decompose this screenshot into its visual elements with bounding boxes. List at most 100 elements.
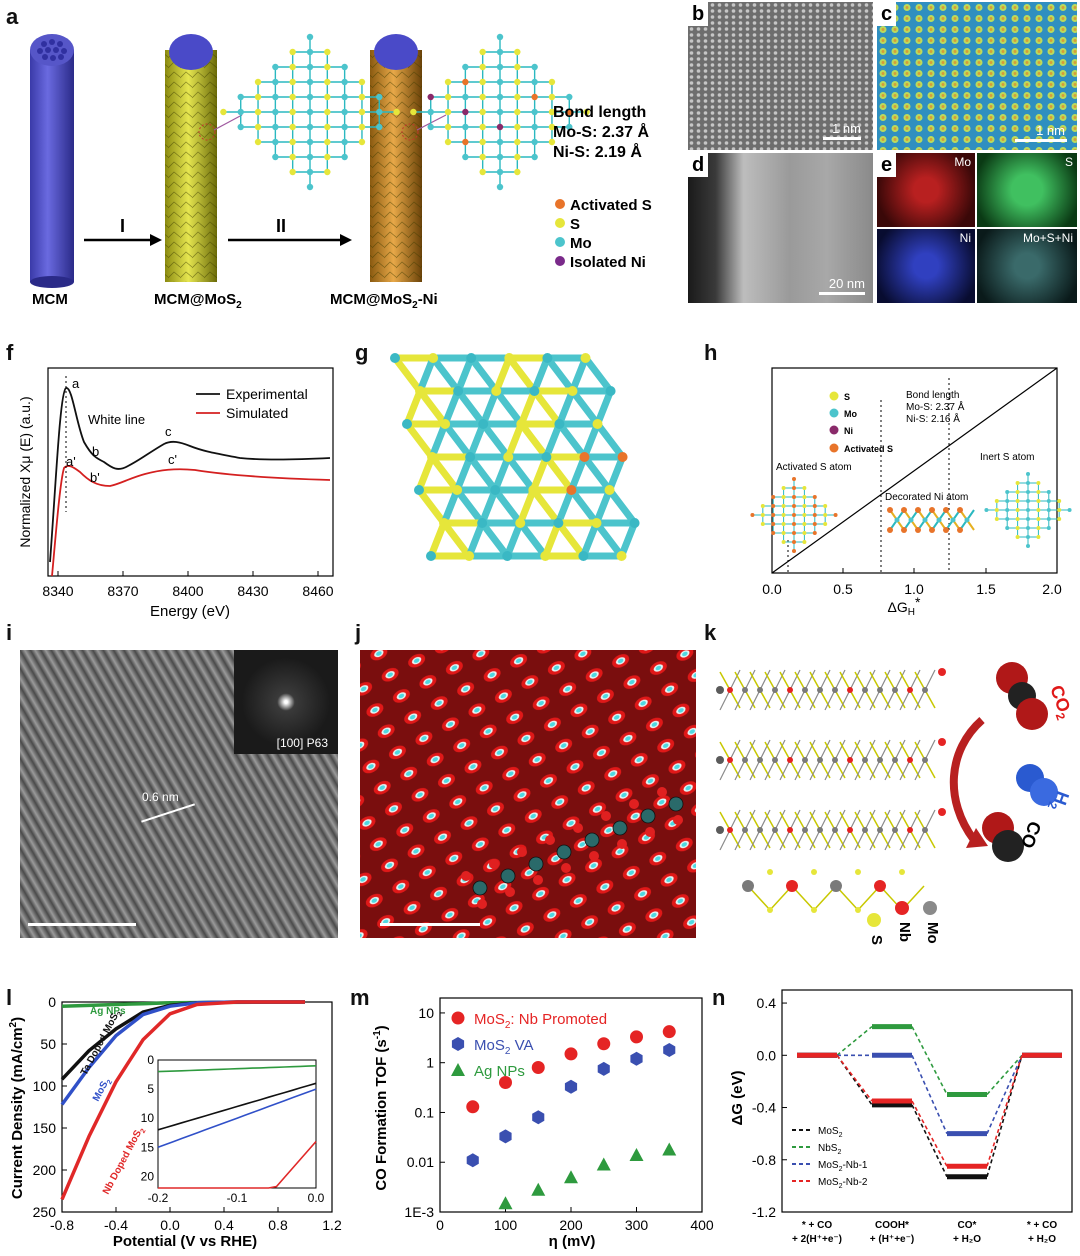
panel-d-stem-image: d 20 nm — [688, 153, 873, 303]
panel-a-legend: Activated S S Mo Isolated Ni — [555, 197, 652, 271]
n-legend-label-2: MoS2-Nb-1 — [818, 1160, 868, 1173]
l-ylabel: Current Density (mA/cm2) — [8, 1017, 26, 1199]
l-inset-series-line-1 — [157, 1082, 317, 1131]
n-connector-1-0 — [836, 1025, 873, 1056]
panel-label-j: j — [355, 620, 362, 645]
panel-b-hrtem-image: b 1 nm — [688, 2, 873, 150]
f-x-ticks — [57, 571, 319, 576]
m-ytick-label: 10 — [418, 1005, 434, 1021]
n-step-label-0: * + CO — [802, 1220, 833, 1231]
step-2-label: II — [276, 216, 286, 236]
panel-k-layer-structure: S Nb Mo CO2 H2 CO — [716, 662, 1074, 945]
panel-label-f: f — [6, 340, 14, 365]
h-diagonal-line — [771, 367, 1058, 574]
scale-bar-c — [1015, 139, 1067, 142]
mos2-lattice-diagram — [220, 33, 400, 191]
n-ytick-label: 0.0 — [757, 1047, 777, 1063]
m-point-2-2 — [564, 1170, 578, 1184]
h-bond-title: Bond length — [906, 390, 959, 401]
legend-dot-activated-s — [555, 199, 565, 209]
m-point-0-0 — [466, 1100, 480, 1114]
panel-label-c: c — [877, 2, 897, 26]
m-point-1-2 — [532, 1110, 545, 1125]
bond-mo-s: Mo-S: 2.37 Å — [553, 122, 649, 141]
l-xtick-label: -0.4 — [104, 1217, 128, 1233]
m-ytick-label: 0.01 — [407, 1154, 434, 1170]
m-point-legend-2 — [451, 1063, 465, 1076]
scale-bar-d — [819, 292, 865, 295]
panel-h-free-energy-plot: 0.0 0.5 1.0 1.5 2.0 ΔGH* S Mo Ni Activat… — [750, 367, 1072, 618]
h-annot-activated: Activated S atom — [776, 462, 852, 473]
panel-i-hrtem-image: [100] P63 0.6 nm — [20, 650, 338, 938]
l-inset-ytick-label: 0 — [147, 1053, 154, 1067]
l-ytick-label: 150 — [33, 1120, 57, 1136]
f-experimental-curve — [49, 387, 331, 563]
caption-mcm-mos2: MCM@MoS2 — [154, 291, 242, 311]
panel-label-g: g — [355, 340, 369, 365]
eds-label-s: S — [1064, 155, 1073, 169]
f-tick-8340: 8340 — [42, 583, 73, 599]
f-simulated-curve — [51, 465, 331, 577]
m-point-2-0 — [498, 1196, 513, 1210]
co-molecule — [982, 812, 1024, 862]
lattice-spacing-line — [141, 803, 195, 823]
eds-map-s: S — [977, 153, 1077, 227]
l-inset-frame — [157, 1059, 317, 1189]
m-point-0-4 — [597, 1037, 611, 1051]
l-inset-xtick-label: 0.0 — [308, 1191, 325, 1205]
legend-dot-isolated-ni — [555, 256, 565, 266]
eds-label-ni: Ni — [959, 231, 971, 245]
n-connector-1-2 — [986, 1054, 1023, 1096]
eds-label-mo: Mo — [954, 155, 971, 169]
co2-molecule — [996, 662, 1048, 730]
m-point-legend-1 — [451, 1037, 465, 1051]
n-connector-3-0 — [836, 1054, 873, 1102]
m-xtick-label: 300 — [625, 1217, 649, 1233]
h-tick-05: 0.5 — [833, 581, 853, 597]
scale-bar-j — [380, 923, 480, 926]
caption-mcm-mos2-ni: MCM@MoS2-Ni — [330, 291, 438, 311]
m-point-2-1 — [531, 1182, 546, 1196]
eds-label-overlay: Mo+S+Ni — [1022, 231, 1073, 245]
l-xtick-label: 0.0 — [160, 1217, 180, 1233]
h-legend-s: S — [844, 392, 850, 402]
m-xtick-label: 200 — [559, 1217, 583, 1233]
h-x-ticks — [771, 568, 1058, 573]
l-xtick-label: 0.4 — [214, 1217, 234, 1233]
h-annot-decorated: Decorated Ni atom — [885, 492, 968, 503]
h-decorated-structure — [887, 507, 975, 533]
h-legend-dot-activated-s — [829, 443, 839, 453]
m-xtick-label: 400 — [690, 1217, 714, 1233]
h-legend-activated-s: Activated S — [844, 444, 893, 454]
m-xlabel: η (mV) — [549, 1233, 596, 1250]
l-xtick-label: 0.8 — [268, 1217, 288, 1233]
m-legend-label-0: MoS2: Nb Promoted — [474, 1011, 607, 1031]
l-ytick-label: 200 — [33, 1162, 57, 1178]
panel-n-free-energy-diagram: 0.4 0.0 -0.4 -0.8 -1.2 * + CO + 2(H⁺+e⁻) COOH* +… — [729, 989, 1073, 1245]
m-legend-label-2: Ag NPs — [474, 1063, 525, 1080]
h-annot-inert: Inert S atom — [980, 452, 1034, 463]
n-ytick-label: -0.8 — [752, 1152, 776, 1168]
panel-label-n: n — [712, 985, 726, 1010]
m-point-0-5 — [630, 1030, 643, 1044]
h-activated-structure — [750, 477, 838, 553]
n-step-sublabel-3: + H₂O — [1028, 1234, 1056, 1245]
n-connector-2-1 — [911, 1054, 948, 1134]
l-series-label-1: Ta Doped MoS2 — [79, 1008, 125, 1078]
f-xlabel: Energy (eV) — [150, 603, 230, 620]
f-tick-8400: 8400 — [172, 583, 203, 599]
m-point-1-4 — [597, 1061, 610, 1076]
fft-inset: [100] P63 — [234, 650, 338, 754]
k-legend-dot-s — [867, 913, 881, 927]
scale-bar-i — [28, 923, 136, 926]
scale-bar-b — [823, 137, 861, 140]
m-point-0-3 — [564, 1047, 578, 1061]
panel-label-a: a — [6, 4, 19, 29]
bond-ni-s: Ni-S: 2.19 Å — [553, 142, 642, 161]
h-legend-dot-ni — [829, 425, 839, 435]
m-point-0-2 — [531, 1061, 545, 1075]
f-annot-b: b — [92, 444, 99, 459]
scale-text-c: 1 nm — [1036, 123, 1065, 138]
panel-label-m: m — [350, 985, 370, 1010]
k-legend-dot-nb — [895, 901, 909, 915]
